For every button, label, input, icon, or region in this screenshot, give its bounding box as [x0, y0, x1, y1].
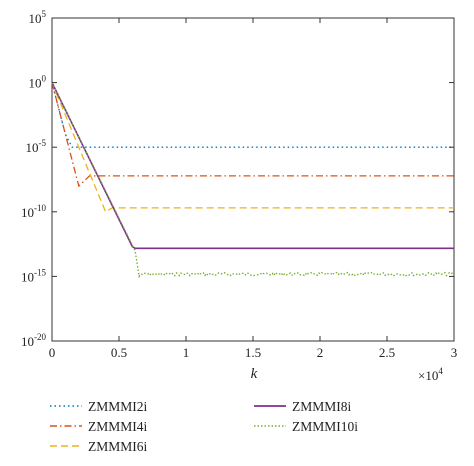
y-tick-label: 10-10	[21, 203, 46, 220]
x-tick-label: 1.5	[245, 345, 261, 360]
legend-label: ZMMMI6i	[88, 439, 148, 454]
series-line-zmmmi8i	[51, 82, 454, 250]
y-tick-label: 105	[29, 9, 47, 26]
y-tick-exp: 0	[42, 74, 47, 84]
series-line-zmmmi2i	[51, 82, 454, 148]
x-multiplier-exp: 4	[438, 366, 443, 376]
y-tick-exp: -15	[34, 267, 46, 277]
y-tick-exp: -20	[34, 332, 46, 342]
y-tick-base: 10	[21, 269, 34, 284]
y-tick-exp: -5	[39, 138, 47, 148]
y-tick-base: 10	[21, 334, 34, 349]
legend-label: ZMMMI8i	[292, 399, 352, 414]
y-tick-base: 10	[26, 140, 39, 155]
x-tick-label: 0	[49, 345, 56, 360]
x-tick-label: 1	[183, 345, 190, 360]
y-tick-label: 10-15	[21, 267, 46, 284]
series-line-zmmmi6i	[51, 82, 454, 213]
legend: ZMMMI2i ZMMMI4i ZMMMI6i ZMMMI8i ZMMMI10i	[50, 399, 358, 454]
x-axis-label: k	[251, 366, 258, 382]
plot-border	[51, 17, 455, 342]
y-tick-label: 10-20	[21, 332, 46, 349]
y-tick-base: 10	[21, 205, 34, 220]
y-tick-label: 100	[29, 74, 47, 91]
x-multiplier-base: ×10	[418, 368, 438, 383]
series-line-zmmmi4i	[51, 82, 454, 188]
series-layer	[51, 82, 455, 279]
series-line-zmmmi10i	[51, 82, 455, 279]
x-axis-multiplier: ×104	[418, 366, 443, 383]
y-tick-base: 10	[29, 11, 42, 26]
y-tick-label: 10-5	[26, 138, 47, 155]
x-tick-label: 3	[451, 345, 458, 360]
x-tick-label: 0.5	[111, 345, 127, 360]
x-tick-label: 2.5	[379, 345, 395, 360]
y-tick-exp: -10	[34, 203, 46, 213]
legend-label: ZMMMI10i	[292, 419, 358, 434]
y-tick-base: 10	[29, 76, 42, 91]
x-tick-label: 2	[317, 345, 324, 360]
x-axis: 0 0.5 1 1.5 2 2.5 3	[49, 18, 458, 360]
y-tick-exp: 5	[42, 9, 47, 19]
legend-label: ZMMMI4i	[88, 419, 148, 434]
legend-label: ZMMMI2i	[88, 399, 148, 414]
plot-area	[51, 17, 455, 342]
